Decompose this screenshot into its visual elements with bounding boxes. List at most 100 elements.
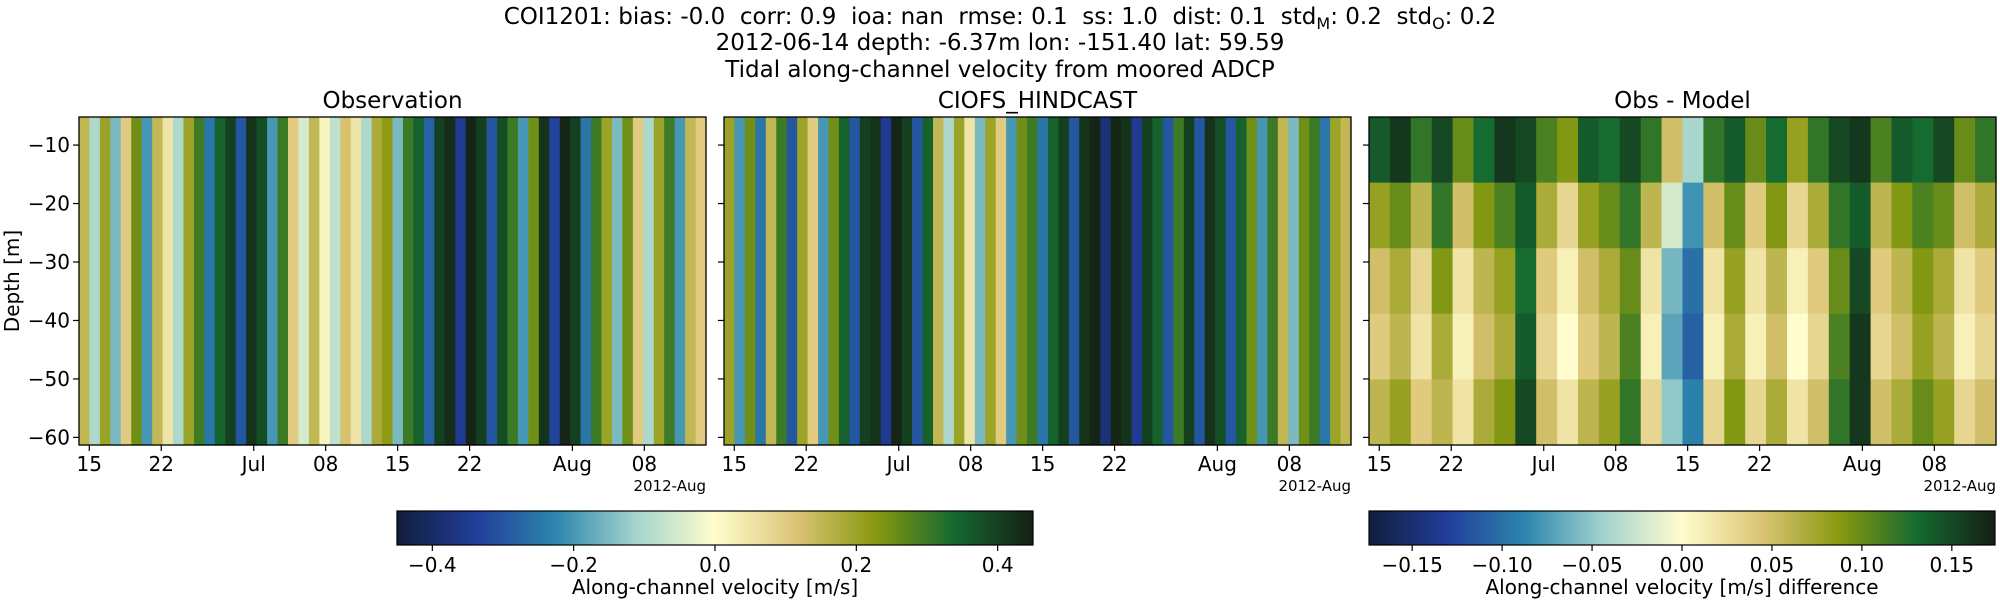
x-tick-label: Jul (240, 452, 266, 476)
heatmap-cell (828, 117, 840, 446)
heatmap-cell (1431, 313, 1454, 380)
heatmap-cell (1975, 182, 1997, 249)
heatmap-cell (797, 117, 809, 446)
heatmap-cell (1975, 379, 1997, 446)
heatmap-cell (214, 117, 226, 446)
heatmap-cell (1745, 379, 1767, 446)
heatmap-cell (152, 117, 164, 446)
axes-frame (723, 116, 1352, 446)
heatmap-cell (1006, 117, 1018, 446)
heatmap-cell (1557, 248, 1579, 315)
x-tick-label: 22 (1102, 452, 1127, 476)
colorbar-tick-label: 0.05 (1750, 553, 1795, 577)
heatmap-cell (685, 117, 697, 446)
heatmap-cell (964, 117, 976, 446)
heatmap-cell (1389, 313, 1412, 380)
heatmap-cell (1288, 117, 1300, 446)
heatmap-cell (1598, 117, 1621, 184)
heatmap-cell (319, 117, 331, 446)
heatmap-cell (517, 117, 529, 446)
heatmap-cell (1494, 182, 1516, 249)
heatmap-cell (1933, 313, 1955, 380)
heatmap-cell (1891, 248, 1913, 315)
colorbar-tick-label: 0.15 (1930, 553, 1975, 577)
heatmap-cell (1473, 379, 1495, 446)
heatmap-cell (611, 117, 623, 446)
heatmap-cell (1410, 248, 1433, 315)
heatmap-cell (1912, 117, 1934, 184)
heatmap-cell (974, 117, 986, 446)
heatmap-cell (382, 117, 394, 446)
colorbar-tick-label: −0.2 (549, 553, 598, 577)
title-text: : 0.2 std (1330, 4, 1432, 30)
colorbar-tick-label: 0.0 (699, 553, 731, 577)
heatmap-cell (549, 117, 561, 446)
heatmap-cell (1079, 117, 1091, 446)
heatmap-cell (444, 117, 456, 446)
heatmap-cell (1933, 248, 1955, 315)
heatmap-cell (1766, 117, 1788, 184)
heatmap-cell (1431, 379, 1454, 446)
heatmap-cell (1849, 117, 1872, 184)
heatmap-cell (1058, 117, 1070, 446)
heatmap-cell (1766, 313, 1788, 380)
x-offset-label: 2012-Aug (1278, 477, 1351, 495)
heatmap-cell (1578, 313, 1600, 380)
subscript: M (1316, 14, 1330, 33)
heatmap-cell (1598, 313, 1621, 380)
heatmap-cell (1298, 117, 1310, 446)
heatmap-cell (277, 117, 289, 446)
heatmap-cell (1724, 117, 1746, 184)
heatmap-cell (1619, 117, 1642, 184)
heatmap-cell (1870, 117, 1893, 184)
heatmap-cell (1431, 117, 1454, 184)
heatmap-cell (235, 117, 247, 446)
heatmap-cell (1849, 248, 1872, 315)
x-tick-label: 15 (1030, 452, 1055, 476)
heatmap-cell (838, 117, 850, 446)
heatmap-cell (162, 117, 174, 446)
heatmap-cell (1515, 182, 1537, 249)
heatmap-cell (1870, 379, 1893, 446)
title-text: COI1201: bias: -0.0 corr: 0.9 ioa: nan r… (504, 4, 1317, 30)
heatmap-cell (1473, 313, 1495, 380)
heatmap-cell (601, 117, 613, 446)
heatmap-cell (1640, 248, 1663, 315)
heatmap-cell (1891, 379, 1913, 446)
heatmap-cell (1389, 182, 1412, 249)
heatmap-cell (1975, 313, 1997, 380)
y-tick-label: −30 (28, 250, 70, 274)
x-tick-label: 22 (457, 452, 482, 476)
panel-title: CIOFS_HINDCAST (938, 88, 1138, 114)
heatmap-cell (1640, 117, 1663, 184)
heatmap-cell (1807, 379, 1830, 446)
heatmap-cell (1369, 379, 1391, 446)
x-tick-label: 15 (385, 452, 410, 476)
y-axis-label: Depth [m] (0, 230, 24, 332)
heatmap-cell (570, 117, 582, 446)
heatmap-cell (1954, 248, 1976, 315)
heatmap-cell (1787, 182, 1809, 249)
heatmap-cell (308, 117, 320, 446)
heatmap-cell (1724, 248, 1746, 315)
heatmap-cell (1849, 182, 1872, 249)
heatmap-cell (922, 117, 934, 446)
heatmap-cell (1598, 182, 1621, 249)
heatmap-cell (1849, 313, 1872, 380)
heatmap-cell (1766, 248, 1788, 315)
heatmap-cell (371, 117, 383, 446)
heatmap-cell (1089, 117, 1101, 446)
axes-frame (78, 116, 707, 446)
colorbar-tick-label: 0.10 (1840, 553, 1885, 577)
x-tick-label: 15 (1675, 452, 1700, 476)
heatmap-cell (1682, 248, 1704, 315)
heatmap-cell (1661, 313, 1684, 380)
heatmap-cell (1369, 313, 1391, 380)
heatmap-cell (1682, 379, 1704, 446)
colorbar-tick-label: −0.05 (1561, 553, 1622, 577)
heatmap-cell (1100, 117, 1112, 446)
heatmap-cell (1494, 117, 1516, 184)
heatmap-cell (1807, 248, 1830, 315)
heatmap-cell (1389, 117, 1412, 184)
colorbar-tick-label: 0.4 (982, 553, 1014, 577)
